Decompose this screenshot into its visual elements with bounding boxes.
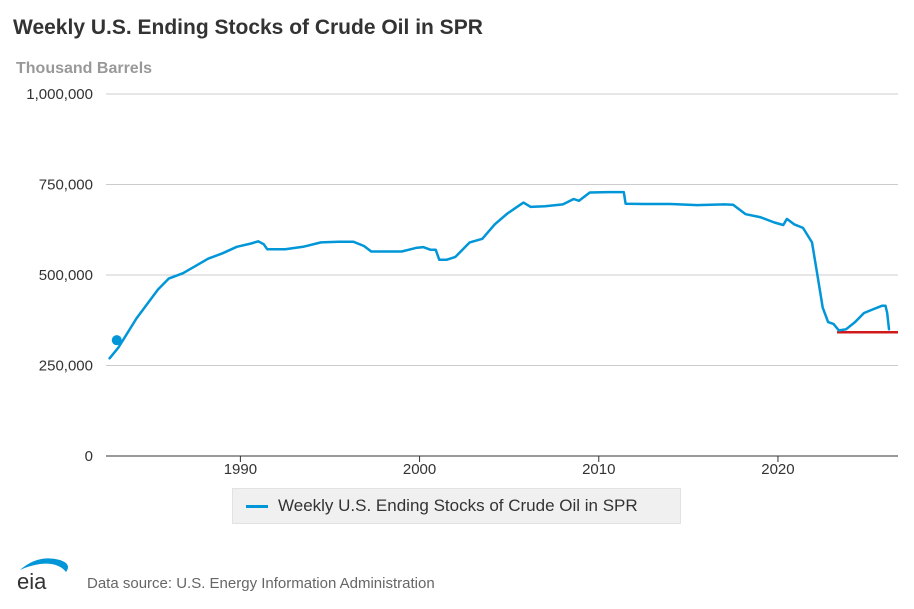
- y-tick-label: 1,000,000: [26, 86, 93, 103]
- x-tick-label: 2000: [403, 461, 436, 478]
- y-axis-unit-label: Thousand Barrels: [16, 60, 153, 77]
- x-tick-label: 2010: [582, 461, 615, 478]
- eia-logo-swoosh: [20, 558, 68, 572]
- y-tick-label: 500,000: [39, 267, 93, 284]
- x-tick-label: 2020: [761, 461, 794, 478]
- data-source-note: Data source: U.S. Energy Information Adm…: [87, 575, 435, 592]
- legend-series-label: Weekly U.S. Ending Stocks of Crude Oil i…: [278, 496, 638, 515]
- series-marker: [111, 335, 122, 346]
- chart-legend[interactable]: Weekly U.S. Ending Stocks of Crude Oil i…: [232, 488, 681, 524]
- legend-series-swatch: [246, 504, 268, 508]
- chart-title: Weekly U.S. Ending Stocks of Crude Oil i…: [13, 16, 483, 39]
- eia-logo: eia: [17, 558, 68, 594]
- y-tick-label: 750,000: [39, 177, 93, 194]
- y-tick-label: 250,000: [39, 358, 93, 375]
- eia-logo-text: eia: [17, 569, 47, 594]
- x-tick-label: 1990: [224, 461, 257, 478]
- series-line: [108, 190, 891, 360]
- y-tick-label: 0: [85, 448, 93, 465]
